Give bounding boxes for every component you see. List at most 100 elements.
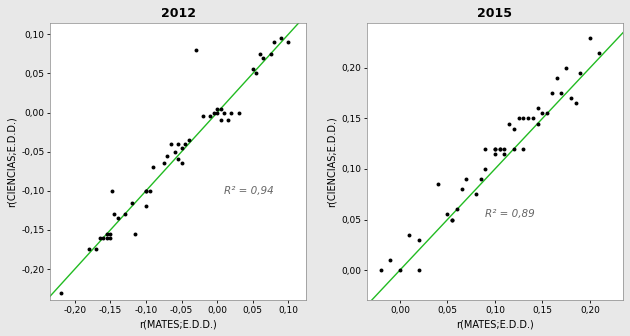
Point — [141, 204, 151, 209]
Point — [94, 235, 105, 241]
Point — [284, 39, 294, 45]
Point — [518, 116, 529, 121]
Point — [490, 151, 500, 157]
Point — [442, 212, 452, 217]
Point — [542, 111, 552, 116]
Point — [173, 141, 183, 146]
Point — [176, 161, 186, 166]
Point — [226, 110, 236, 115]
Point — [55, 290, 66, 295]
Point — [500, 146, 510, 152]
Point — [504, 121, 514, 126]
Point — [452, 207, 462, 212]
Point — [234, 110, 244, 115]
Point — [532, 121, 542, 126]
Point — [109, 212, 119, 217]
Point — [594, 50, 604, 55]
Point — [212, 106, 222, 111]
Point — [447, 217, 457, 222]
Point — [471, 192, 481, 197]
Point — [176, 145, 186, 151]
Point — [159, 161, 169, 166]
Text: R² = 0,94: R² = 0,94 — [224, 186, 274, 196]
Point — [141, 188, 151, 194]
Point — [163, 153, 173, 158]
Point — [476, 176, 486, 182]
Title: 2012: 2012 — [161, 7, 195, 20]
Point — [566, 95, 576, 101]
Point — [509, 126, 519, 131]
Point — [107, 188, 117, 194]
Point — [91, 247, 101, 252]
Point — [120, 212, 130, 217]
Title: 2015: 2015 — [478, 7, 512, 20]
Point — [113, 215, 123, 221]
Point — [169, 149, 180, 154]
Point — [105, 235, 115, 241]
Point — [481, 146, 491, 152]
Point — [500, 151, 510, 157]
Point — [414, 237, 424, 242]
Point — [215, 106, 226, 111]
Point — [547, 90, 557, 96]
Point — [433, 181, 443, 187]
Point — [144, 188, 154, 194]
Point — [552, 75, 562, 81]
Point — [571, 101, 581, 106]
Point — [575, 70, 585, 76]
Point — [457, 186, 467, 192]
Point — [447, 217, 457, 222]
Y-axis label: r(CIENCIAS;E.D.D.): r(CIENCIAS;E.D.D.) — [7, 116, 17, 207]
Point — [404, 232, 415, 237]
Point — [495, 146, 505, 152]
Point — [258, 55, 268, 60]
Point — [395, 267, 405, 273]
Point — [509, 146, 519, 152]
Point — [532, 106, 542, 111]
Point — [495, 146, 505, 152]
Point — [248, 67, 258, 72]
Point — [102, 231, 112, 237]
Point — [209, 110, 219, 115]
Point — [84, 247, 94, 252]
Point — [537, 111, 547, 116]
Point — [198, 114, 208, 119]
X-axis label: r(MATES;E.D.D.): r(MATES;E.D.D.) — [456, 319, 534, 329]
Point — [556, 90, 566, 96]
Point — [513, 116, 524, 121]
Point — [376, 267, 386, 273]
Y-axis label: r(CIENCIAS;E.D.D.): r(CIENCIAS;E.D.D.) — [327, 116, 337, 207]
Point — [528, 116, 538, 121]
Point — [184, 137, 194, 142]
Point — [212, 110, 222, 115]
Point — [518, 146, 529, 152]
Point — [173, 157, 183, 162]
Point — [141, 188, 151, 194]
Text: R² = 0,89: R² = 0,89 — [486, 209, 535, 219]
Point — [180, 141, 190, 146]
Point — [191, 47, 201, 52]
Point — [105, 231, 115, 237]
Point — [414, 267, 424, 273]
Point — [98, 235, 108, 241]
Point — [205, 114, 215, 119]
Point — [481, 166, 491, 172]
X-axis label: r(MATES;E.D.D.): r(MATES;E.D.D.) — [139, 319, 217, 329]
Point — [461, 176, 471, 182]
Point — [251, 71, 261, 76]
Point — [490, 146, 500, 152]
Point — [490, 146, 500, 152]
Point — [166, 141, 176, 146]
Point — [585, 35, 595, 40]
Point — [523, 116, 533, 121]
Point — [266, 51, 276, 56]
Point — [223, 118, 233, 123]
Point — [148, 165, 158, 170]
Point — [386, 257, 396, 263]
Point — [127, 200, 137, 205]
Point — [561, 65, 571, 71]
Point — [255, 51, 265, 56]
Point — [269, 39, 279, 45]
Point — [215, 118, 226, 123]
Point — [130, 231, 140, 237]
